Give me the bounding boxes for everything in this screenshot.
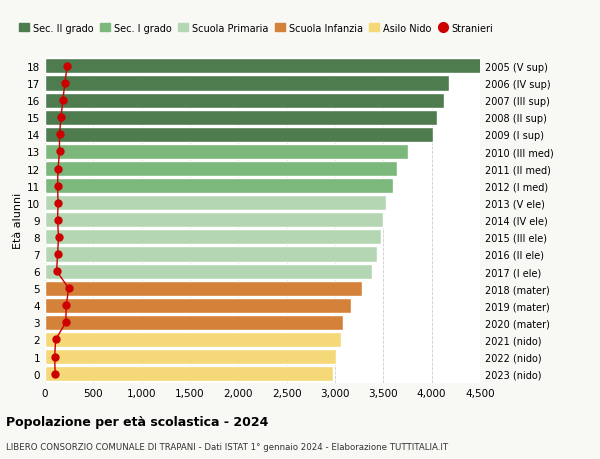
Bar — [45, 247, 377, 262]
Bar — [45, 59, 483, 74]
Bar — [45, 196, 386, 211]
Bar — [45, 349, 336, 364]
Bar — [45, 179, 393, 194]
Bar — [45, 332, 341, 347]
Bar — [45, 145, 409, 160]
Bar — [45, 298, 352, 313]
Y-axis label: Età alunni: Età alunni — [13, 192, 23, 248]
Bar — [45, 213, 383, 228]
Bar — [45, 230, 382, 245]
Bar — [45, 162, 397, 177]
Bar — [45, 366, 333, 381]
Bar — [45, 264, 372, 279]
Bar — [45, 111, 437, 125]
Bar — [45, 93, 444, 108]
Text: Popolazione per età scolastica - 2024: Popolazione per età scolastica - 2024 — [6, 415, 268, 428]
Bar — [45, 76, 449, 91]
Text: LIBERO CONSORZIO COMUNALE DI TRAPANI - Dati ISTAT 1° gennaio 2024 - Elaborazione: LIBERO CONSORZIO COMUNALE DI TRAPANI - D… — [6, 442, 448, 451]
Legend: Sec. II grado, Sec. I grado, Scuola Primaria, Scuola Infanzia, Asilo Nido, Stran: Sec. II grado, Sec. I grado, Scuola Prim… — [15, 20, 497, 38]
Bar — [45, 315, 343, 330]
Bar — [45, 128, 433, 142]
Bar — [45, 281, 362, 296]
